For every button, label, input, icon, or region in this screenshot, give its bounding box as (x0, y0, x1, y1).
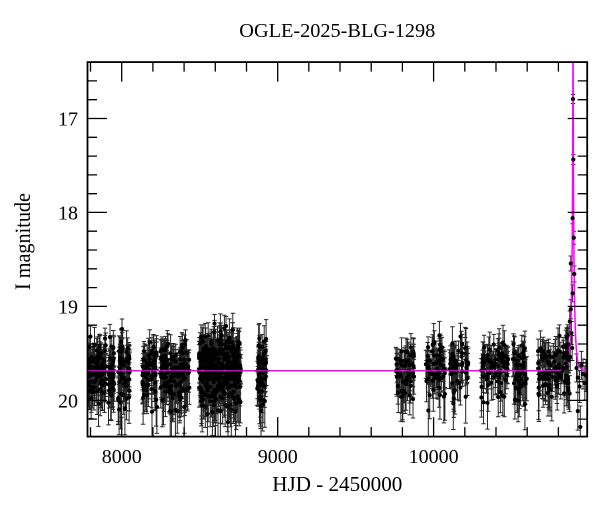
svg-text:17: 17 (58, 109, 78, 131)
svg-text:8000: 8000 (102, 446, 142, 468)
svg-text:10000: 10000 (409, 446, 459, 468)
svg-text:HJD - 2450000: HJD - 2450000 (272, 472, 402, 496)
svg-text:20: 20 (58, 390, 78, 412)
svg-text:9000: 9000 (258, 446, 298, 468)
svg-text:I magnitude: I magnitude (10, 193, 35, 290)
svg-text:18: 18 (58, 202, 78, 224)
svg-text:OGLE-2025-BLG-1298: OGLE-2025-BLG-1298 (239, 20, 435, 42)
svg-text:19: 19 (58, 296, 78, 318)
